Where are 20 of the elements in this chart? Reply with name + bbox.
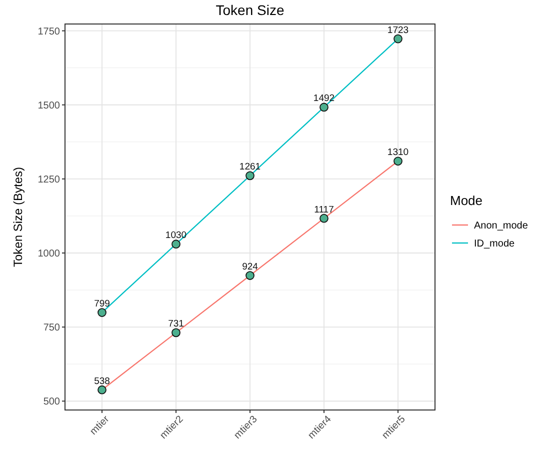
- data-label: 1723: [387, 24, 409, 36]
- data-label: 1310: [387, 147, 409, 158]
- y-tick-label: 500: [43, 396, 60, 408]
- legend-label: Anon_mode: [474, 220, 528, 232]
- data-label: 799: [94, 298, 110, 310]
- data-label: 538: [94, 376, 110, 387]
- data-label: 924: [242, 262, 258, 273]
- data-label: 731: [168, 318, 184, 330]
- y-axis-title: Token Size (Bytes): [11, 166, 25, 268]
- y-tick-label: 1750: [38, 26, 60, 38]
- y-tick-label: 1500: [38, 100, 60, 112]
- y-tick-label: 1250: [38, 174, 60, 186]
- y-tick-label: 750: [43, 322, 60, 334]
- data-label: 1492: [313, 93, 335, 104]
- legend-label: ID_mode: [474, 238, 516, 250]
- legend-title: Mode: [450, 193, 483, 208]
- y-tick-label: 1000: [38, 248, 60, 260]
- chart-title: Token Size: [216, 2, 284, 18]
- data-label: 1117: [314, 204, 334, 216]
- data-label: 1261: [239, 162, 261, 173]
